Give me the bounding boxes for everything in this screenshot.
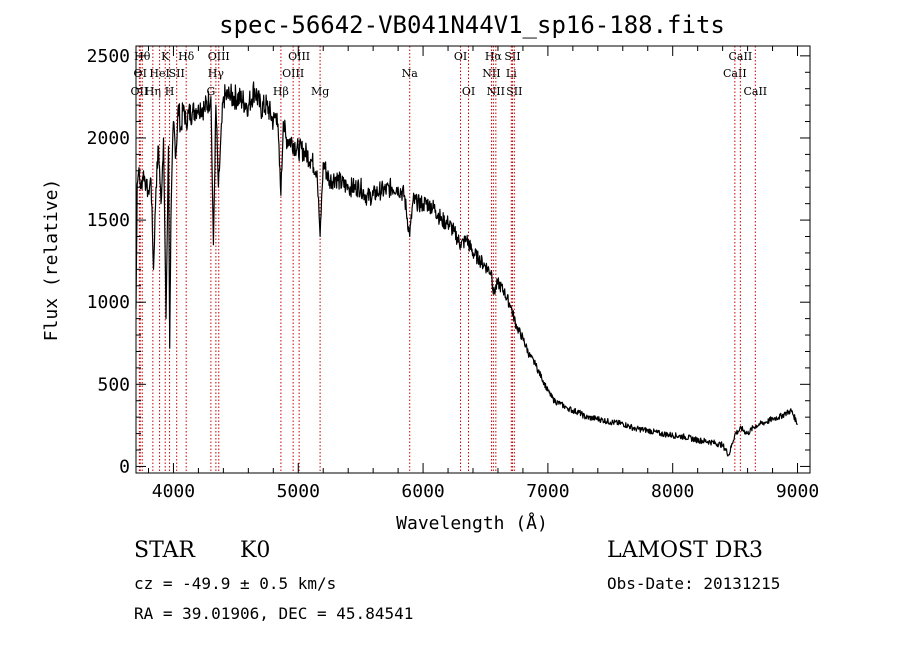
x-axis-label: Wavelength (Å): [396, 512, 548, 534]
x-tick-label: 8000: [651, 481, 694, 502]
y-tick-label: 2500: [87, 46, 130, 67]
x-tick-label: 9000: [776, 481, 819, 502]
line-marker-label: OIII: [282, 67, 304, 80]
line-marker-label: NII: [487, 85, 505, 98]
y-tick-label: 500: [97, 374, 130, 395]
line-marker-label: SII: [169, 67, 185, 80]
object-subclass: K0: [240, 538, 271, 563]
line-marker-label: OIII: [288, 50, 310, 63]
line-marker-label: G: [206, 85, 215, 98]
line-marker-label: OIII: [208, 50, 230, 63]
x-tick-label: 5000: [277, 481, 320, 502]
line-marker-label: Hθ: [134, 50, 151, 63]
line-marker-label: SII: [506, 85, 522, 98]
survey-name: LAMOST DR3: [607, 538, 763, 563]
line-marker-label: CaII: [723, 67, 747, 80]
x-tick-label: 4000: [152, 481, 195, 502]
axes: [135, 45, 811, 474]
object-class: STAR: [134, 538, 195, 563]
observation-date: Obs-Date: 20131215: [607, 574, 781, 593]
spectrum-line: [135, 81, 798, 457]
line-marker-label: Mg: [311, 85, 329, 98]
line-marker-label: Li: [506, 67, 517, 80]
y-tick-label: 0: [119, 456, 130, 477]
line-marker-label: K: [161, 50, 170, 63]
line-marker-label: OI: [134, 67, 147, 80]
line-marker-label: Hγ: [208, 67, 225, 80]
line-marker-label: H: [165, 85, 175, 98]
plot-frame: [135, 45, 811, 474]
line-marker-label: OI: [462, 85, 475, 98]
redshift-velocity: cz = -49.9 ± 0.5 km/s: [134, 574, 337, 593]
chart-title: spec-56642-VB041N44V1_sp16-188.fits: [219, 11, 725, 39]
y-tick-label: 2000: [87, 128, 130, 149]
line-marker-label: OI: [454, 50, 467, 63]
line-marker-label: SII: [504, 50, 520, 63]
ra-dec-coordinates: RA = 39.01906, DEC = 45.84541: [134, 604, 414, 623]
line-marker-label: CaII: [743, 85, 767, 98]
x-tick-label: 6000: [401, 481, 444, 502]
y-tick-label: 1500: [87, 210, 130, 231]
x-tick-label: 7000: [526, 481, 569, 502]
line-marker-label: HeI: [149, 67, 169, 80]
y-tick-label: 1000: [87, 292, 130, 313]
ticks: 4000 5000 6000 7000 8000 9000 0 500 1000 1500 2000…: [87, 46, 820, 502]
y-axis-label: Flux (relative): [41, 179, 62, 342]
line-marker-label: Hδ: [178, 50, 195, 63]
line-marker-label: NII: [482, 67, 500, 80]
line-marker-label: Na: [402, 67, 419, 80]
line-markers: OII OI Hθ Hη HeI K H SII Hδ G Hγ OIII Hβ OIII OIII Mg Na…: [131, 46, 767, 473]
line-marker-label: Hη: [145, 85, 161, 98]
line-marker-label: CaII: [729, 50, 753, 63]
line-marker-label: OII: [131, 85, 149, 98]
line-marker-label: Hβ: [273, 85, 289, 98]
line-marker-label: Hα: [485, 50, 503, 63]
